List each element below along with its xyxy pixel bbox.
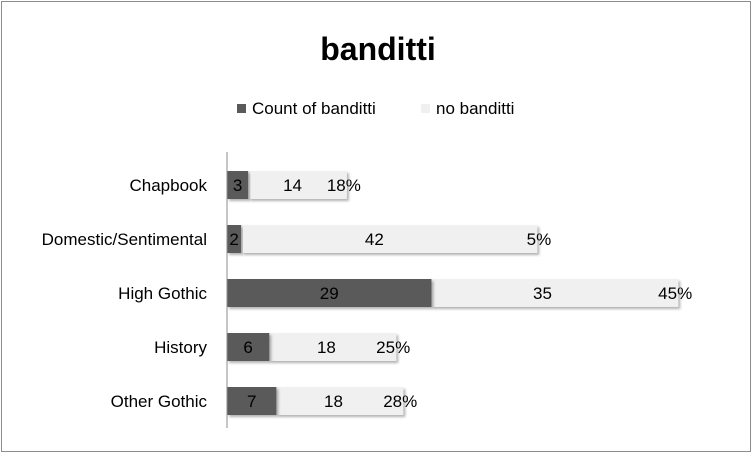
legend-label: no banditti <box>436 99 514 118</box>
legend-label: Count of banditti <box>252 99 376 118</box>
data-label-no-banditti: 18 <box>324 392 343 411</box>
data-label-count: 2 <box>229 230 238 249</box>
bar-count-banditti <box>227 333 270 361</box>
bar-no-banditti <box>269 333 397 361</box>
data-label-percent: 28% <box>383 392 417 411</box>
data-label-count: 3 <box>233 176 242 195</box>
data-label-no-banditti: 18 <box>317 338 336 357</box>
chart-title: banditti <box>320 31 436 67</box>
data-label-count: 29 <box>320 284 339 303</box>
legend-swatch <box>421 104 430 113</box>
data-label-percent: 18% <box>327 176 361 195</box>
bar-count-banditti <box>227 171 249 199</box>
bar-no-banditti <box>241 225 538 253</box>
bar-count-banditti <box>227 279 432 307</box>
plot-area: Chapbook 3 14 18% Domestic/Sentimental 2 42 5% H… <box>42 171 692 415</box>
category-label: Other Gothic <box>111 392 208 411</box>
data-label-no-banditti: 42 <box>365 230 384 249</box>
legend: Count of banditti no banditti <box>237 99 514 118</box>
data-label-percent: 5% <box>527 230 552 249</box>
category-label: High Gothic <box>118 284 207 303</box>
data-label-percent: 45% <box>658 284 692 303</box>
bar-count-banditti <box>227 387 277 415</box>
data-label-no-banditti: 35 <box>533 284 552 303</box>
bar-no-banditti <box>276 387 404 415</box>
data-label-percent: 25% <box>376 338 410 357</box>
bar-no-banditti <box>431 279 679 307</box>
data-label-no-banditti: 14 <box>283 176 302 195</box>
data-label-count: 7 <box>247 392 256 411</box>
category-label: History <box>154 338 207 357</box>
bar-count-banditti <box>227 225 242 253</box>
bar-no-banditti <box>248 171 347 199</box>
data-label-count: 6 <box>243 338 252 357</box>
category-label: Domestic/Sentimental <box>42 230 207 249</box>
category-label: Chapbook <box>129 176 207 195</box>
legend-swatch <box>237 104 246 113</box>
